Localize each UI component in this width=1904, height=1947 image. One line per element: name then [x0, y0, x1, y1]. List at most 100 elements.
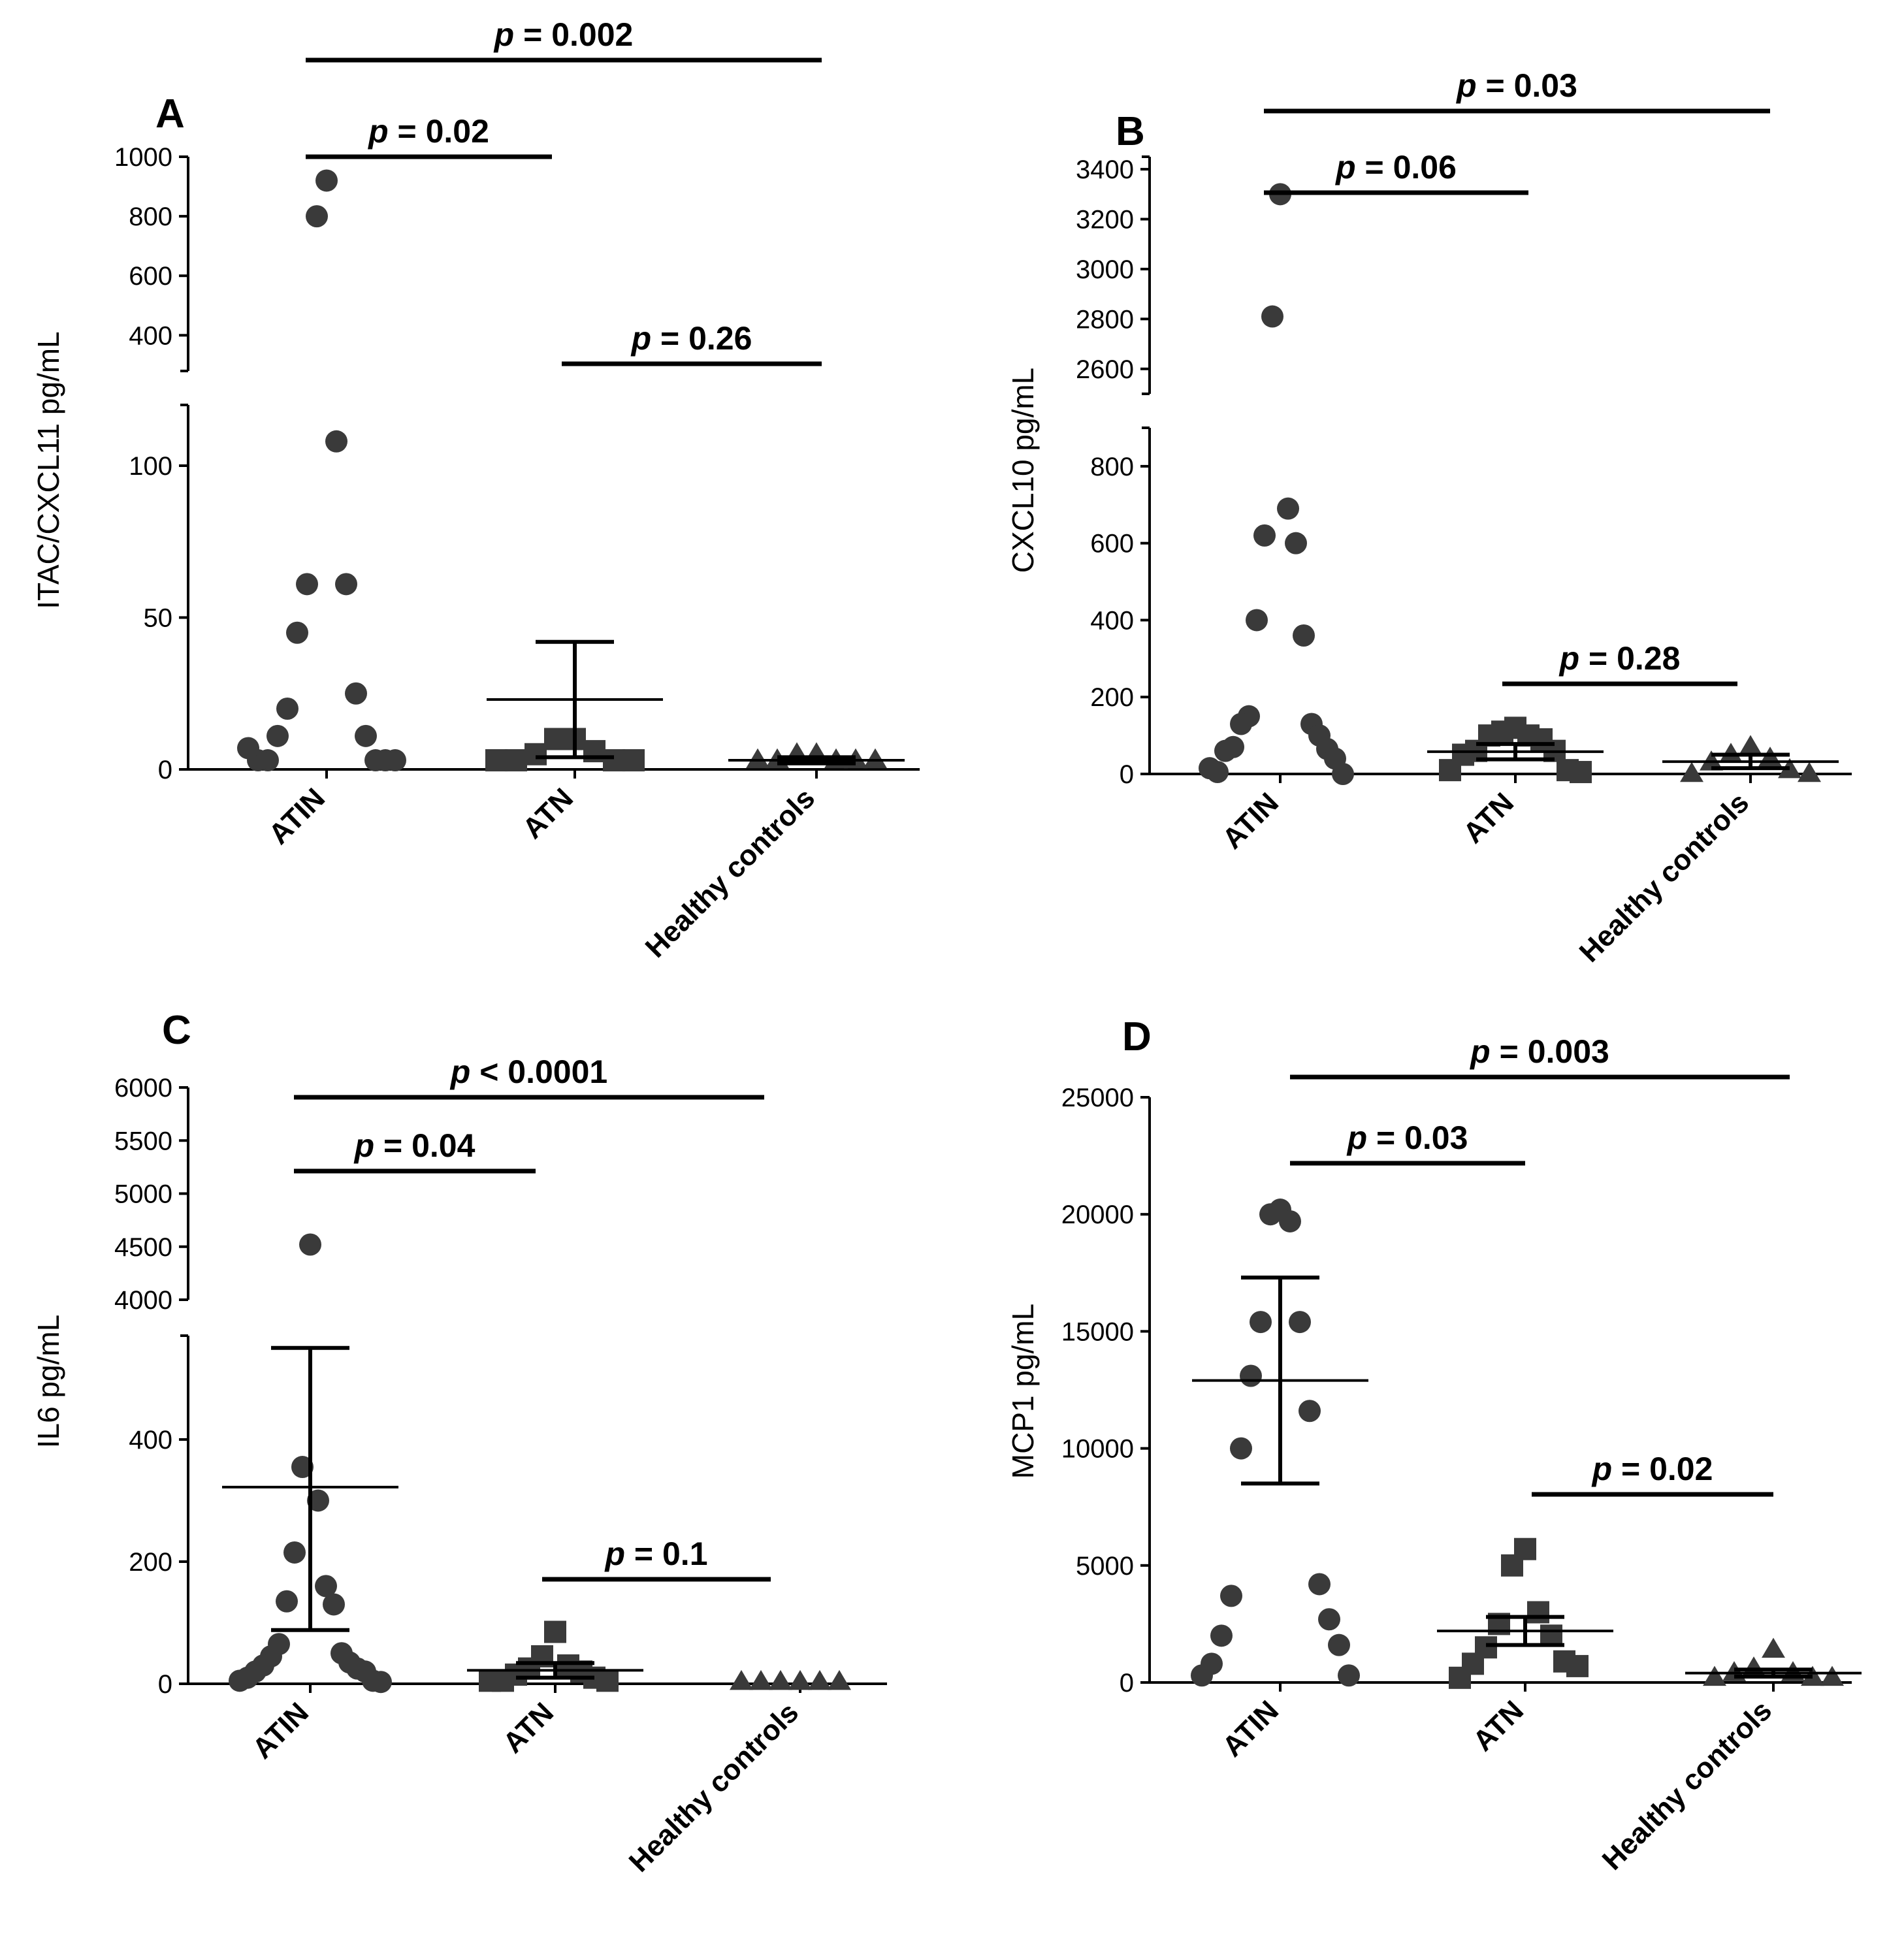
data-point-circle: [1210, 1624, 1233, 1647]
p-value-text: = 0.06: [1356, 149, 1457, 185]
data-point-square: [485, 749, 508, 772]
y-tick-label: 0: [158, 1670, 172, 1699]
data-point-triangle: [1703, 1665, 1726, 1686]
data-point-triangle: [1719, 743, 1743, 763]
y-axis-label: IL6 pg/mL: [31, 1315, 65, 1449]
p-value-text: = 0.02: [389, 113, 489, 150]
y-tick-label: 5000: [1076, 1552, 1134, 1581]
data-point-circle: [299, 1233, 321, 1256]
data-point-square: [622, 749, 645, 772]
data-point-triangle: [1762, 1637, 1785, 1658]
data-point-circle: [315, 169, 338, 192]
panel-letter: D: [1122, 1014, 1152, 1059]
data-point-circle: [325, 430, 347, 453]
data-point-triangle: [730, 1669, 753, 1690]
y-tick-label: 2800: [1076, 305, 1134, 334]
data-point-circle: [307, 1489, 329, 1512]
data-point-circle: [315, 1575, 337, 1598]
y-tick-label: 600: [129, 262, 172, 291]
data-point-circle: [1279, 1210, 1301, 1232]
p-value-label: p = 0.04: [353, 1127, 476, 1164]
data-point-circle: [266, 724, 289, 747]
data-point-square: [1540, 1624, 1562, 1647]
x-category-label: ATN: [517, 782, 579, 845]
data-point-triangle: [746, 748, 769, 769]
data-point-circle: [384, 749, 406, 772]
p-symbol: p: [353, 1127, 375, 1164]
p-symbol: p: [1469, 1033, 1491, 1070]
data-point-circle: [1332, 763, 1354, 785]
p-value-text: = 0.003: [1491, 1033, 1609, 1070]
data-point-circle: [1338, 1664, 1360, 1687]
x-category-label: ATIN: [246, 1696, 315, 1765]
data-point-square: [1527, 1601, 1549, 1624]
data-point-square: [544, 1620, 566, 1643]
data-point-triangle: [808, 1669, 831, 1690]
y-tick-label: 400: [129, 1426, 172, 1455]
data-point-square: [1570, 761, 1592, 784]
p-value-label: p = 0.02: [367, 113, 489, 150]
p-symbol: p: [493, 16, 515, 53]
data-point-circle: [1299, 1400, 1321, 1423]
data-point-circle: [1214, 739, 1236, 762]
x-category-label: ATIN: [1216, 1694, 1285, 1763]
data-point-circle: [1250, 1311, 1272, 1334]
x-category-label: Healthy controls: [1573, 786, 1755, 968]
data-point-triangle: [1680, 762, 1703, 782]
y-tick-label: 200: [1090, 683, 1134, 712]
y-tick-label: 50: [144, 604, 173, 633]
p-value-text: = 0.002: [514, 16, 633, 53]
data-point-triangle: [863, 748, 887, 769]
data-point-square: [479, 1669, 501, 1692]
p-value-text: = 0.04: [374, 1127, 475, 1164]
x-category-label: Healthy controls: [1596, 1694, 1778, 1876]
y-tick-label: 3000: [1076, 255, 1134, 284]
data-point-circle: [276, 1590, 298, 1613]
panel-a: A 0 50 100 400 600 800 1000 ATIN ATN Healthy contr…: [31, 16, 920, 964]
panel-letter: B: [1116, 109, 1145, 154]
p-symbol: p: [367, 113, 389, 150]
data-point-triangle: [769, 1669, 792, 1690]
y-tick-label: 6000: [114, 1074, 172, 1102]
p-value-label: p = 0.03: [1455, 67, 1577, 104]
p-value-text: = 0.03: [1477, 67, 1577, 104]
y-tick-label: 400: [1090, 606, 1134, 635]
p-symbol: p: [604, 1536, 625, 1572]
y-tick-label: 15000: [1061, 1317, 1134, 1346]
p-value-text: = 0.28: [1579, 640, 1680, 677]
p-value-label: p = 0.06: [1334, 149, 1457, 185]
p-value-text: = 0.02: [1612, 1451, 1713, 1487]
data-point-square: [1501, 1554, 1523, 1577]
p-value-text: = 0.03: [1367, 1119, 1468, 1156]
data-point-circle: [237, 737, 259, 760]
p-symbol: p: [1334, 149, 1356, 185]
x-category-label: ATN: [497, 1696, 560, 1759]
y-tick-label: 0: [1120, 1669, 1134, 1698]
y-tick-label: 4500: [114, 1233, 172, 1262]
data-point-circle: [1285, 532, 1307, 555]
p-value-label: p < 0.0001: [449, 1054, 607, 1090]
y-tick-label: 25000: [1061, 1084, 1134, 1112]
y-tick-label: 2600: [1076, 355, 1134, 384]
x-category-label: Healthy controls: [623, 1696, 805, 1878]
p-symbol: p: [1558, 640, 1580, 677]
y-tick-label: 20000: [1061, 1200, 1134, 1229]
y-tick-label: 400: [129, 321, 172, 350]
data-point-circle: [1308, 1573, 1331, 1596]
y-tick-label: 3400: [1076, 155, 1134, 184]
data-point-circle: [291, 1456, 314, 1479]
data-point-circle: [1240, 1364, 1262, 1387]
data-point-circle: [1318, 1608, 1340, 1631]
p-value-label: p = 0.02: [1591, 1451, 1713, 1487]
x-category-label: ATN: [1467, 1694, 1530, 1757]
p-value-text: = 0.26: [651, 320, 752, 357]
y-axis-label: MCP1 pg/mL: [1006, 1304, 1040, 1479]
data-point-triangle: [788, 1669, 812, 1690]
x-category-label: ATIN: [263, 782, 331, 850]
p-symbol: p: [630, 320, 652, 357]
data-point-triangle: [1820, 1665, 1844, 1686]
data-point-square: [524, 743, 547, 765]
data-point-triangle: [1798, 762, 1821, 782]
p-value-text: < 0.0001: [470, 1054, 607, 1090]
p-value-label: p = 0.002: [493, 16, 634, 53]
